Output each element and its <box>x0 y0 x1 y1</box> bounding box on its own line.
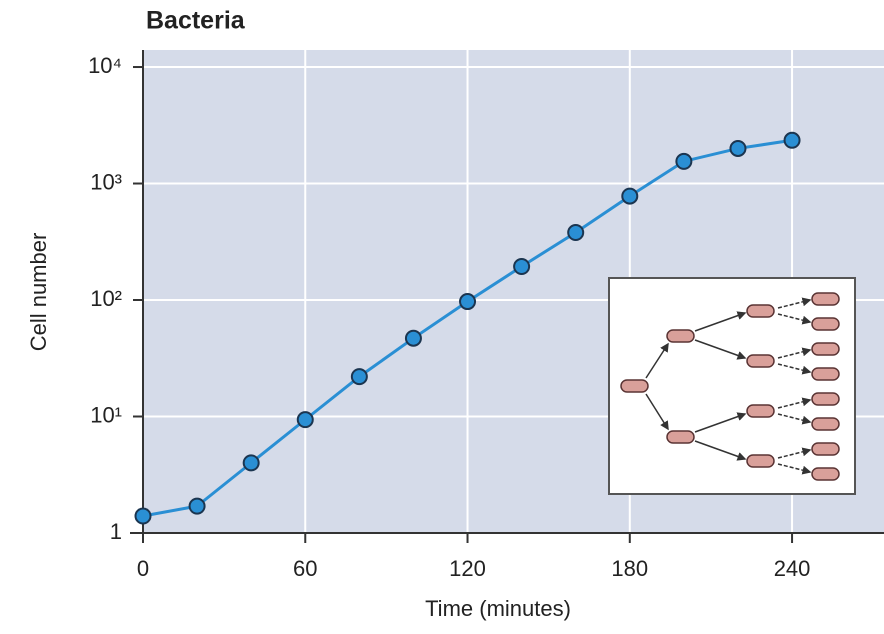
x-tick-label: 120 <box>449 556 486 581</box>
data-point <box>134 507 152 525</box>
y-tick-label: 1 <box>110 519 122 544</box>
y-tick-label: 10² <box>90 286 122 311</box>
data-point <box>296 411 314 429</box>
data-point <box>783 131 801 149</box>
data-point <box>621 187 639 205</box>
cells <box>620 292 840 481</box>
y-tick-label: 10¹ <box>90 402 122 427</box>
data-point <box>675 152 693 170</box>
data-point <box>242 454 260 472</box>
data-point <box>350 368 368 386</box>
x-axis-label: Time (minutes) <box>425 596 571 621</box>
inset-diagram <box>608 277 856 495</box>
data-point <box>729 139 747 157</box>
data-point <box>513 257 531 275</box>
division-arrows <box>645 297 812 475</box>
x-tick-label: 240 <box>774 556 811 581</box>
x-tick-label: 0 <box>137 556 149 581</box>
y-axis-label: Cell number <box>26 233 51 352</box>
data-point <box>567 223 585 241</box>
y-tick-label: 10³ <box>90 169 122 194</box>
x-tick-label: 60 <box>293 556 317 581</box>
data-point <box>404 329 422 347</box>
chart-title: Bacteria <box>146 7 246 35</box>
x-tick-label: 180 <box>611 556 648 581</box>
data-point <box>459 293 477 311</box>
y-tick-label: 10⁴ <box>88 53 122 78</box>
series <box>134 131 801 525</box>
inset-frame <box>608 277 856 495</box>
data-point <box>188 497 206 515</box>
